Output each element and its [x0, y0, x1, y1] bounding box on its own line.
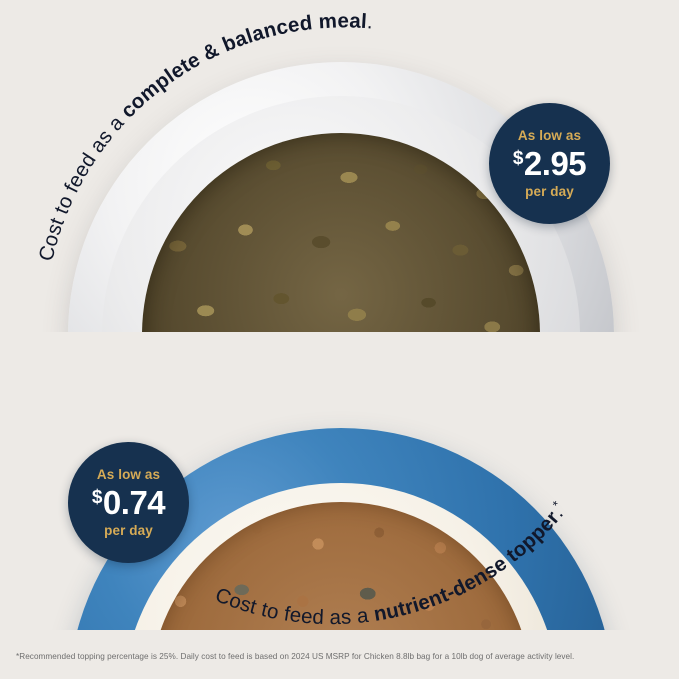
badge-sub-label: As low as — [96, 467, 161, 482]
badge-foot-label: per day — [104, 522, 153, 538]
price-badge-topper: As low as $0.74 per day — [68, 442, 189, 563]
currency-symbol: $ — [512, 147, 524, 169]
price-value: 2.95 — [523, 144, 587, 182]
badge-price: $2.95 — [512, 144, 587, 182]
badge-foot-label: per day — [525, 183, 574, 199]
badge-price: $0.74 — [91, 483, 166, 521]
price-value: 0.74 — [102, 483, 166, 521]
footnote-disclaimer: *Recommended topping percentage is 25%. … — [16, 652, 575, 661]
badge-sub-label: As low as — [517, 128, 582, 143]
currency-symbol: $ — [91, 486, 103, 508]
section-divider — [0, 332, 679, 340]
price-badge-complete-meal: As low as $2.95 per day — [489, 103, 610, 224]
